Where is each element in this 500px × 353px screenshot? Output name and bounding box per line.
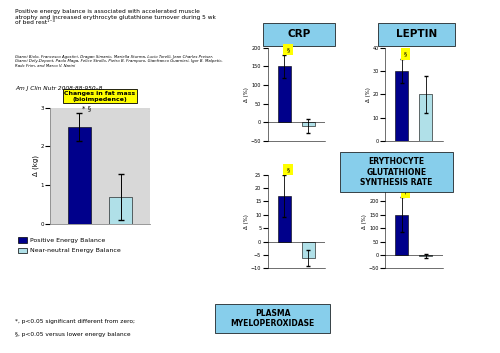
Text: LEPTIN: LEPTIN [396,29,437,40]
Bar [302,241,315,258]
Legend: Positive Energy Balance, Near-neutral Energy Balance: Positive Energy Balance, Near-neutral En… [18,238,121,253]
Text: * §: * § [82,105,92,111]
FancyBboxPatch shape [378,23,455,46]
Bar [395,71,408,141]
Text: *, p<0.05 significant different from zero;: *, p<0.05 significant different from zer… [15,319,135,324]
Bar [110,197,132,224]
Bar [68,127,90,224]
Text: †: † [404,190,407,195]
Bar [302,122,315,126]
Text: Changes in fat mass
(bioimpedence): Changes in fat mass (bioimpedence) [64,91,136,102]
Text: §: § [404,52,407,56]
Text: §: § [286,47,290,52]
FancyBboxPatch shape [215,304,330,333]
Text: PLASMA
MYELOPEROXIDASE: PLASMA MYELOPEROXIDASE [230,309,314,328]
Y-axis label: Δ (kg): Δ (kg) [32,155,39,176]
Text: CRP: CRP [287,29,310,40]
Y-axis label: Δ (%): Δ (%) [244,214,250,229]
Text: Positive energy balance is associated with accelerated muscle
atrophy and increa: Positive energy balance is associated wi… [15,9,216,25]
Text: Am J Clin Nutr 2008;88:950–8.: Am J Clin Nutr 2008;88:950–8. [15,86,104,91]
Bar [395,215,408,255]
Text: §: § [286,167,290,172]
Y-axis label: Δ (%): Δ (%) [362,214,367,229]
Bar [278,196,291,241]
Bar [278,66,291,122]
Y-axis label: Δ (%): Δ (%) [366,87,371,102]
Text: §, p<0.05 versus lower energy balance: §, p<0.05 versus lower energy balance [15,332,130,337]
Text: Gianni Biolo, Francesco Agostini, Dragan Simanic, Mariella Sturma, Lucio Torelli: Gianni Biolo, Francesco Agostini, Dragan… [15,55,223,68]
Text: ERYTHOCYTE
GLUTATHIONE
SYNTHESIS RATE: ERYTHOCYTE GLUTATHIONE SYNTHESIS RATE [360,157,432,187]
Y-axis label: Δ (%): Δ (%) [244,87,250,102]
FancyBboxPatch shape [340,152,452,192]
FancyBboxPatch shape [262,23,335,46]
Bar [419,255,432,256]
Bar [419,94,432,141]
